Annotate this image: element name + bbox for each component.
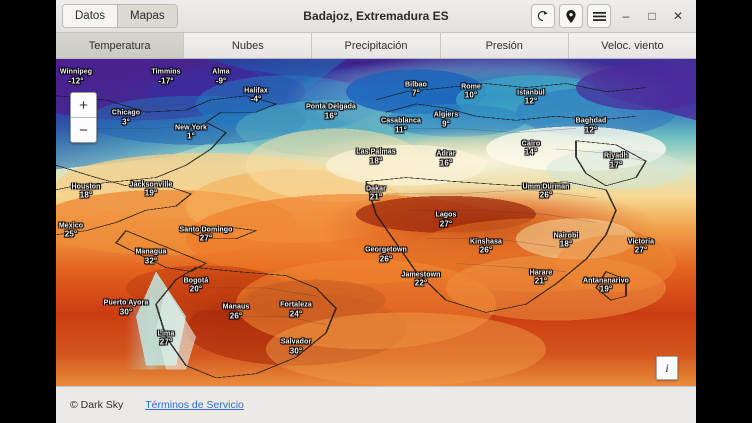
refresh-button[interactable] <box>531 4 555 28</box>
tab-precipitacion[interactable]: Precipitación <box>312 33 441 58</box>
temperature-heatmap-layer <box>56 59 696 386</box>
hamburger-menu-icon <box>592 11 606 22</box>
zoom-out-button[interactable]: − <box>79 121 88 139</box>
terms-of-service-link[interactable]: Términos de Servicio <box>145 399 244 411</box>
view-tab-datos[interactable]: Datos <box>63 5 119 27</box>
tab-presion[interactable]: Presión <box>440 33 569 58</box>
view-tab-mapas[interactable]: Mapas <box>118 5 177 27</box>
tab-veloc-viento[interactable]: Veloc. viento <box>568 33 696 58</box>
maximize-button[interactable]: □ <box>648 9 656 23</box>
map-pin-icon <box>565 9 577 23</box>
attribution-text: © Dark Sky <box>70 399 124 411</box>
close-button[interactable]: ✕ <box>672 9 684 23</box>
title-bar: Datos Mapas Badajoz, Extremadura ES <box>56 0 696 33</box>
view-switcher[interactable]: Datos Mapas <box>62 4 178 28</box>
footer-bar: © Dark Sky Términos de Servicio <box>56 386 696 423</box>
menu-button[interactable] <box>587 4 611 28</box>
info-button[interactable]: i <box>656 356 678 380</box>
location-button[interactable] <box>559 4 583 28</box>
tab-nubes[interactable]: Nubes <box>184 33 313 58</box>
tab-temperatura[interactable]: Temperatura <box>56 33 185 58</box>
zoom-in-button[interactable]: + <box>71 93 96 118</box>
minimize-button[interactable]: – <box>622 9 630 23</box>
layer-tab-bar: Temperatura Nubes Precipitación Presión … <box>56 33 696 59</box>
weather-map[interactable]: + − i Winnipeg -12° Timmins -17° Alma -9° Hali… <box>56 59 696 386</box>
weather-app-window: Datos Mapas Badajoz, Extremadura ES <box>56 0 696 423</box>
titlebar-actions: – □ ✕ <box>531 4 696 28</box>
refresh-icon <box>537 10 549 22</box>
zoom-controls[interactable]: + − <box>70 92 97 143</box>
